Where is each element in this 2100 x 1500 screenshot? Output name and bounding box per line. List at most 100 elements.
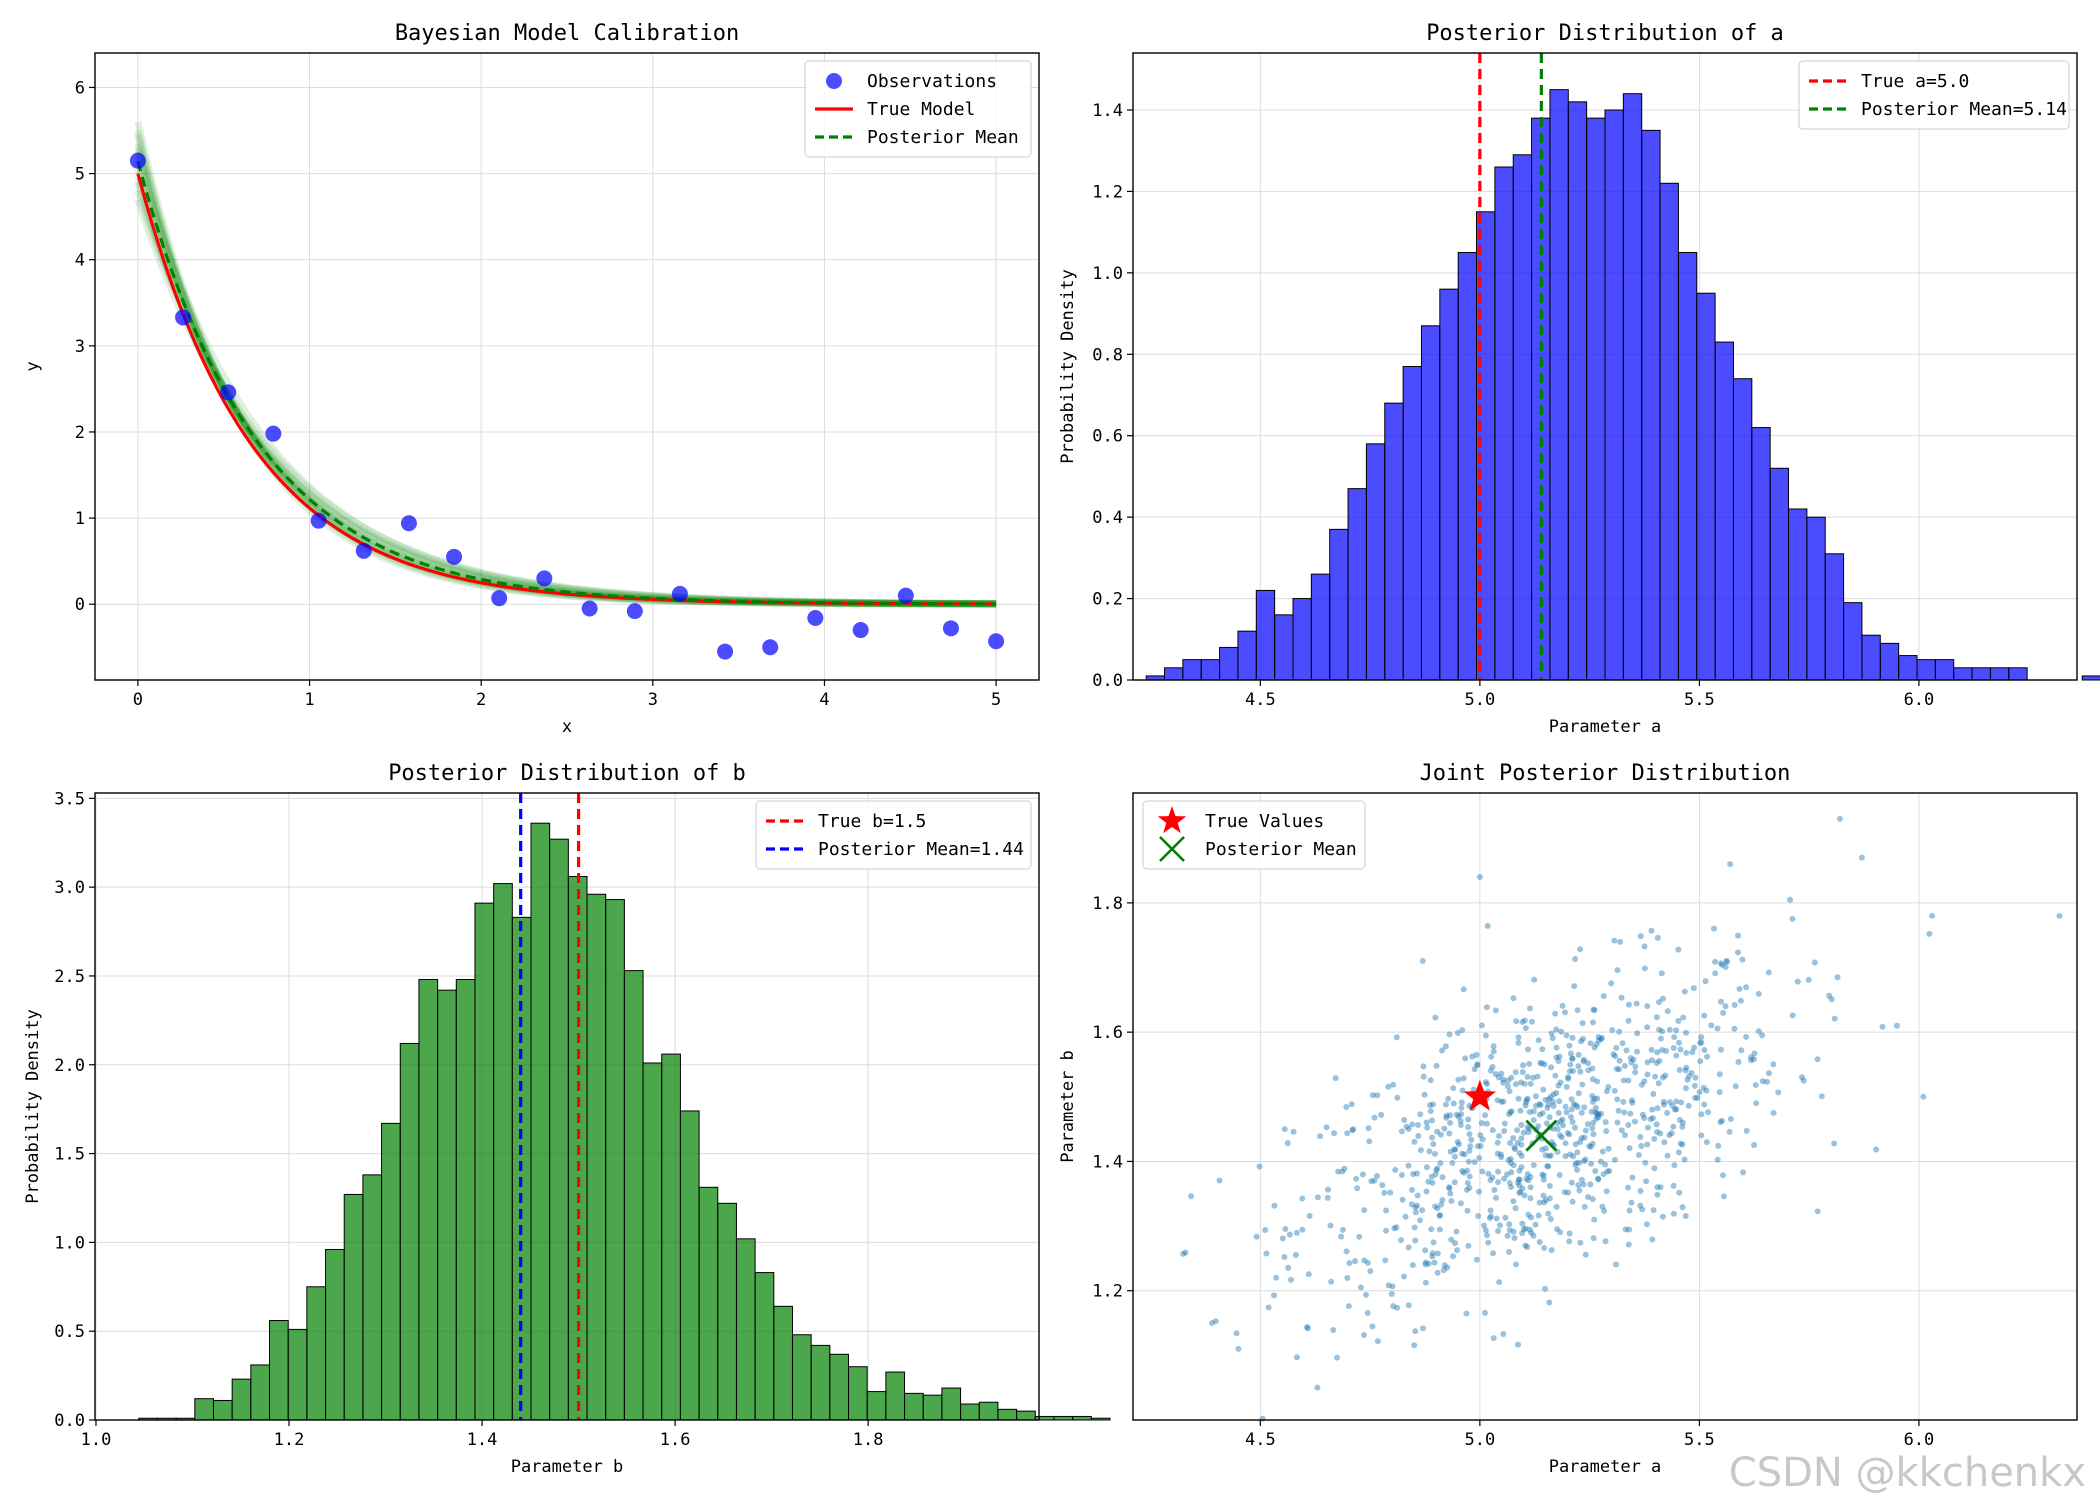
sample-point — [1686, 1073, 1693, 1080]
sample-point — [1387, 1189, 1394, 1196]
sample-point — [1578, 1109, 1585, 1116]
sample-point — [1512, 1081, 1519, 1088]
chart-title: Posterior Distribution of a — [1426, 21, 1784, 46]
observation-point — [400, 515, 417, 532]
sample-point — [1732, 1083, 1739, 1090]
sample-point — [1441, 1125, 1448, 1132]
sample-point — [1805, 976, 1812, 983]
y-tick-label: 3.5 — [54, 789, 85, 809]
sample-point — [1677, 1140, 1684, 1147]
sample-point — [1505, 1077, 1512, 1084]
observation-point — [852, 622, 869, 639]
histogram-bar — [1953, 667, 1973, 681]
sample-point — [1644, 1003, 1651, 1010]
histogram-bar — [922, 1394, 943, 1421]
sample-point — [1501, 1128, 1508, 1135]
sample-point — [1511, 1235, 1518, 1242]
sample-point — [1591, 1095, 1598, 1102]
y-tick-label: 6 — [75, 78, 85, 98]
posterior-sample-curve — [134, 133, 997, 608]
sample-point — [1341, 1165, 1348, 1172]
posterior-sample-curve — [134, 146, 997, 608]
sample-point — [1610, 1051, 1617, 1058]
sample-point — [1476, 1155, 1483, 1162]
sample-point — [1654, 1191, 1661, 1198]
sample-point — [1401, 1273, 1408, 1280]
sample-point — [1697, 1058, 1704, 1065]
sample-point — [1452, 1146, 1459, 1153]
sample-point — [1460, 1075, 1467, 1082]
sample-point — [1464, 1167, 1471, 1174]
sample-point — [1697, 1039, 1704, 1046]
sample-point — [1488, 1213, 1495, 1220]
sample-point — [1473, 1051, 1480, 1058]
sample-point — [1558, 1134, 1565, 1141]
sample-point — [1516, 1182, 1523, 1189]
x-tick-label: 5.0 — [1465, 690, 1496, 710]
histogram-bar — [1659, 182, 1679, 681]
sample-point — [1475, 1213, 1482, 1220]
sample-point — [1415, 1122, 1422, 1129]
sample-point — [1524, 1171, 1531, 1178]
sample-point — [1637, 933, 1644, 940]
sample-point — [1343, 1248, 1350, 1255]
sample-point — [1374, 1173, 1381, 1180]
sample-point — [1647, 1116, 1654, 1123]
sample-point — [1603, 1128, 1610, 1135]
sample-point — [1527, 1195, 1534, 1202]
sample-point — [1929, 912, 1936, 919]
sample-point — [1495, 1074, 1502, 1081]
sample-point — [1542, 1152, 1549, 1159]
sample-point — [1539, 1146, 1546, 1153]
sample-point — [1692, 1094, 1699, 1101]
histogram-bar — [325, 1248, 345, 1421]
panel-2: 4.5 5.0 5.5 6.0 0.0 0.2 0.4 0.6 0.8 1.0 1.2 1.4 Post… — [1058, 21, 2100, 737]
histogram-bar — [549, 838, 569, 1421]
sample-point — [1580, 1056, 1587, 1063]
sample-point — [1385, 1083, 1392, 1090]
sample-point — [1521, 1017, 1528, 1024]
sample-point — [1466, 1147, 1473, 1154]
sample-point — [1465, 1158, 1472, 1165]
y-tick-label: 1 — [75, 509, 85, 529]
sample-point — [1879, 1023, 1886, 1030]
sample-point — [1429, 1250, 1436, 1257]
sample-point — [1582, 1156, 1589, 1163]
sample-point — [1216, 1177, 1223, 1184]
sample-point — [1568, 1096, 1575, 1103]
x-tick-label: 1.0 — [81, 1430, 112, 1450]
sample-point — [1675, 1039, 1682, 1046]
histogram-bar — [978, 1401, 999, 1421]
sample-point — [1679, 1141, 1686, 1148]
y-tick-label: 1.4 — [1092, 1152, 1123, 1172]
sample-point — [1658, 970, 1665, 977]
observation-point — [762, 639, 779, 656]
sample-point — [1429, 1117, 1436, 1124]
sample-point — [1361, 1332, 1368, 1339]
sample-point — [1427, 1077, 1434, 1084]
sample-point — [1553, 1026, 1560, 1033]
sample-point — [1496, 1133, 1503, 1140]
sample-point — [1526, 1226, 1533, 1233]
sample-point — [1429, 1134, 1436, 1141]
sample-point — [1535, 1037, 1542, 1044]
sample-point — [1392, 1166, 1399, 1173]
sample-point — [1457, 1200, 1464, 1207]
sample-point — [1474, 1143, 1481, 1150]
chart-title: Bayesian Model Calibration — [395, 21, 739, 46]
sample-point — [1422, 1247, 1429, 1254]
sample-point — [1703, 1139, 1710, 1146]
sample-point — [1522, 1225, 1529, 1232]
sample-point — [1634, 1030, 1641, 1037]
sample-point — [1447, 1119, 1454, 1126]
sample-point — [1416, 1217, 1423, 1224]
sample-point — [1448, 1197, 1455, 1204]
sample-point — [1641, 1078, 1648, 1085]
axis-frame — [94, 792, 1040, 1421]
sample-point — [1591, 1216, 1598, 1223]
sample-point — [1618, 994, 1625, 1001]
sample-point — [1826, 992, 1833, 999]
sample-point — [1518, 1135, 1525, 1142]
sample-point — [1672, 1106, 1679, 1113]
sample-point — [1343, 1104, 1350, 1111]
